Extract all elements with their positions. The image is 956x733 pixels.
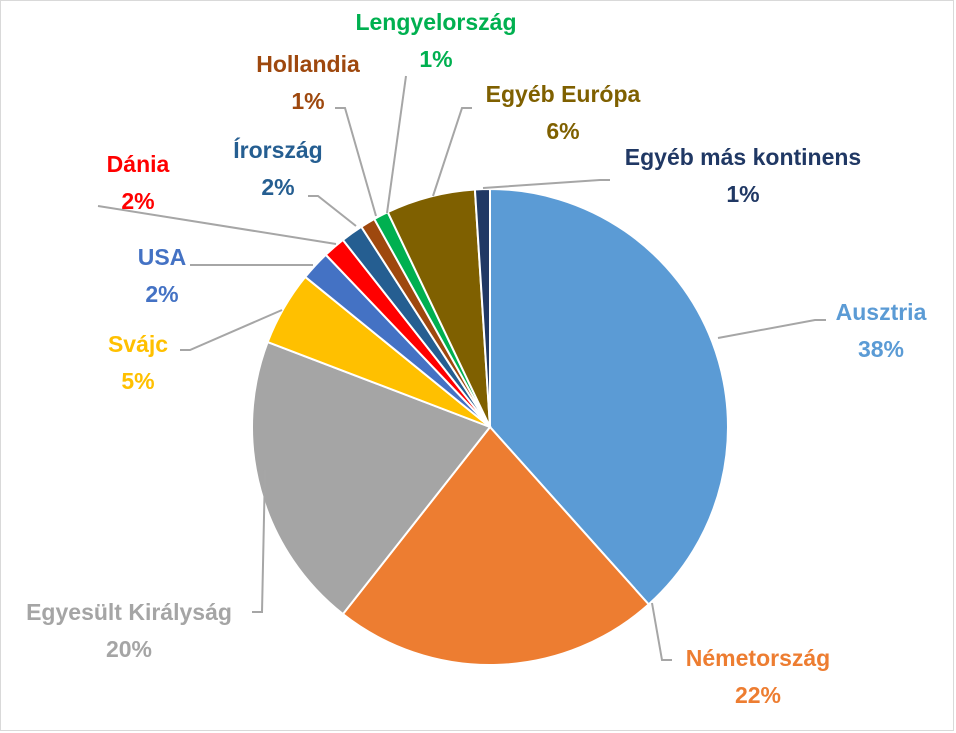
- label-irorszag: Írország 2%: [233, 136, 322, 200]
- leader-line-irorszag: [308, 195, 357, 227]
- label-value: 20%: [106, 636, 152, 662]
- label-value: 2%: [145, 281, 178, 307]
- label-value: 2%: [261, 174, 294, 200]
- label-value: 1%: [726, 181, 759, 207]
- label-name: Egyéb Európa: [486, 81, 641, 107]
- label-name: Dánia: [107, 151, 170, 177]
- label-egyesult-kiralysag: Egyesült Királyság 20%: [26, 599, 232, 662]
- pie-slice-németország: [341, 425, 651, 666]
- label-egyeb-europa: Egyéb Európa 6%: [486, 81, 641, 144]
- label-name: Lengyelország: [355, 9, 516, 35]
- label-value: 1%: [291, 88, 324, 114]
- label-name: USA: [138, 244, 187, 270]
- label-name: Svájc: [108, 331, 168, 357]
- leader-lines-layer: [97, 75, 826, 661]
- label-value: 22%: [735, 682, 781, 708]
- label-name: Németország: [686, 645, 830, 671]
- leader-line-hollandia: [335, 107, 377, 217]
- label-dania: Dánia 2%: [107, 151, 170, 214]
- label-svajc: Svájc 5%: [108, 331, 168, 394]
- label-egyeb-mas-kontinens: Egyéb más kontinens 1%: [625, 144, 861, 207]
- leader-line-ausztria: [717, 319, 826, 339]
- slices-layer: [251, 187, 729, 666]
- label-value: 2%: [121, 188, 154, 214]
- label-value: 1%: [419, 46, 452, 72]
- pie-slice-ausztria: [489, 187, 729, 606]
- label-value: 38%: [858, 336, 904, 362]
- label-lengyelorszag: Lengyelország 1%: [355, 9, 516, 72]
- label-value: 5%: [121, 368, 154, 394]
- label-name: Egyéb más kontinens: [625, 144, 861, 170]
- label-ausztria: Ausztria 38%: [836, 299, 927, 362]
- label-usa: USA 2%: [138, 244, 187, 307]
- label-nemetorszag: Németország 22%: [686, 645, 830, 708]
- label-name: Ausztria: [836, 299, 927, 325]
- pie-slice-egyesült-királyság: [251, 340, 492, 616]
- leader-line-svajc: [180, 309, 283, 351]
- leader-line-egyeb-mas-kontinens: [482, 179, 610, 189]
- leader-line-nemetorszag: [651, 602, 672, 661]
- label-name: Egyesült Királyság: [26, 599, 232, 625]
- label-name: Írország: [233, 136, 322, 163]
- label-value: 6%: [546, 118, 579, 144]
- pie-slice-egyéb-más-kontinens: [473, 187, 491, 428]
- leader-line-egyeb-europa: [432, 107, 472, 197]
- label-hollandia: Hollandia 1%: [256, 51, 360, 114]
- leader-line-dania: [97, 205, 337, 245]
- leader-line-egyesult-kiralysag: [252, 469, 266, 613]
- label-name: Hollandia: [256, 51, 360, 77]
- leader-line-lengyelorszag: [386, 75, 407, 214]
